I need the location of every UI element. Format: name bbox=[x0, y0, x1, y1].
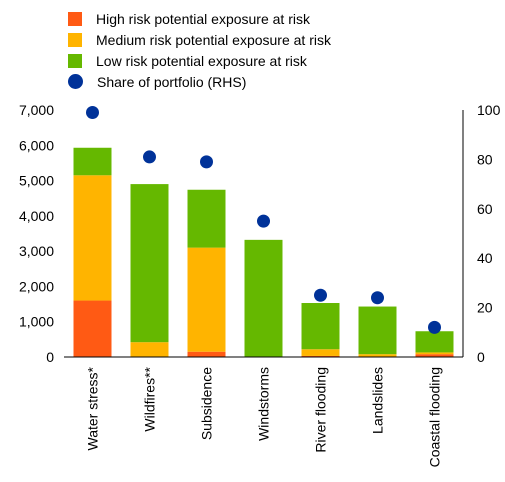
share-dot bbox=[428, 320, 441, 334]
legend-label-share: Share of portfolio (RHS) bbox=[97, 73, 247, 90]
legend-item-share: Share of portfolio (RHS) bbox=[68, 71, 331, 92]
legend-item-high-risk: High risk potential exposure at risk bbox=[68, 8, 331, 29]
y-tick-label: 0 bbox=[46, 349, 54, 365]
bar-segment-high bbox=[301, 355, 340, 357]
legend-swatch-low bbox=[68, 53, 82, 68]
bar-segment-low bbox=[187, 189, 226, 248]
x-tick-label: Coastal flooding bbox=[427, 367, 443, 467]
x-tick-label: Landslides bbox=[370, 367, 386, 434]
bar-segment-medium bbox=[301, 349, 340, 356]
bar-segment-low bbox=[73, 147, 112, 176]
bar-segment-low bbox=[130, 184, 169, 343]
bar-segment-medium bbox=[73, 175, 112, 301]
legend-label-low: Low risk potential exposure at risk bbox=[96, 52, 307, 69]
y2-tick-label: 0 bbox=[477, 349, 485, 365]
y2-tick-label: 80 bbox=[477, 151, 493, 167]
chart-legend: High risk potential exposure at risk Med… bbox=[68, 8, 331, 92]
bar-segment-high bbox=[415, 354, 454, 357]
bar-segment-medium bbox=[358, 354, 397, 357]
x-tick-label: Subsidence bbox=[199, 367, 215, 440]
y-tick-label: 7,000 bbox=[19, 102, 54, 118]
legend-item-medium-risk: Medium risk potential exposure at risk bbox=[68, 29, 331, 50]
y-tick-label: 3,000 bbox=[19, 243, 54, 259]
y-tick-label: 6,000 bbox=[19, 137, 54, 153]
y2-tick-label: 100 bbox=[477, 102, 501, 118]
legend-swatch-high bbox=[68, 11, 82, 26]
share-dot bbox=[257, 214, 270, 228]
share-dot bbox=[371, 291, 384, 305]
bar-segment-high bbox=[73, 300, 112, 357]
share-dot bbox=[314, 288, 327, 302]
x-tick-label: Wildfires** bbox=[142, 366, 158, 431]
legend-label-high: High risk potential exposure at risk bbox=[96, 10, 310, 27]
bar-segment-low bbox=[358, 306, 397, 355]
x-tick-label: Water stress* bbox=[85, 366, 101, 450]
y2-tick-label: 40 bbox=[477, 250, 493, 266]
y-tick-label: 5,000 bbox=[19, 173, 54, 189]
bar-segment-high bbox=[187, 351, 226, 357]
legend-dot-share bbox=[68, 74, 83, 89]
y-tick-label: 4,000 bbox=[19, 208, 54, 224]
legend-swatch-medium bbox=[68, 32, 82, 47]
y2-tick-label: 60 bbox=[477, 201, 493, 217]
y-tick-label: 1,000 bbox=[19, 314, 54, 330]
bar-segment-low bbox=[301, 303, 340, 350]
legend-label-medium: Medium risk potential exposure at risk bbox=[96, 31, 331, 48]
bar-segment-medium bbox=[415, 352, 454, 355]
x-tick-label: Windstorms bbox=[256, 367, 272, 441]
share-dot bbox=[200, 155, 213, 169]
share-dot bbox=[86, 105, 99, 119]
legend-item-low-risk: Low risk potential exposure at risk bbox=[68, 50, 331, 71]
share-dot bbox=[143, 150, 156, 164]
x-tick-label: River flooding bbox=[313, 367, 329, 453]
bar-segment-medium bbox=[130, 342, 169, 357]
y-tick-label: 2,000 bbox=[19, 278, 54, 294]
bar-segment-medium bbox=[187, 247, 226, 352]
bar-segment-low bbox=[415, 331, 454, 353]
bar-segment-low bbox=[244, 239, 283, 357]
y2-tick-label: 20 bbox=[477, 300, 493, 316]
